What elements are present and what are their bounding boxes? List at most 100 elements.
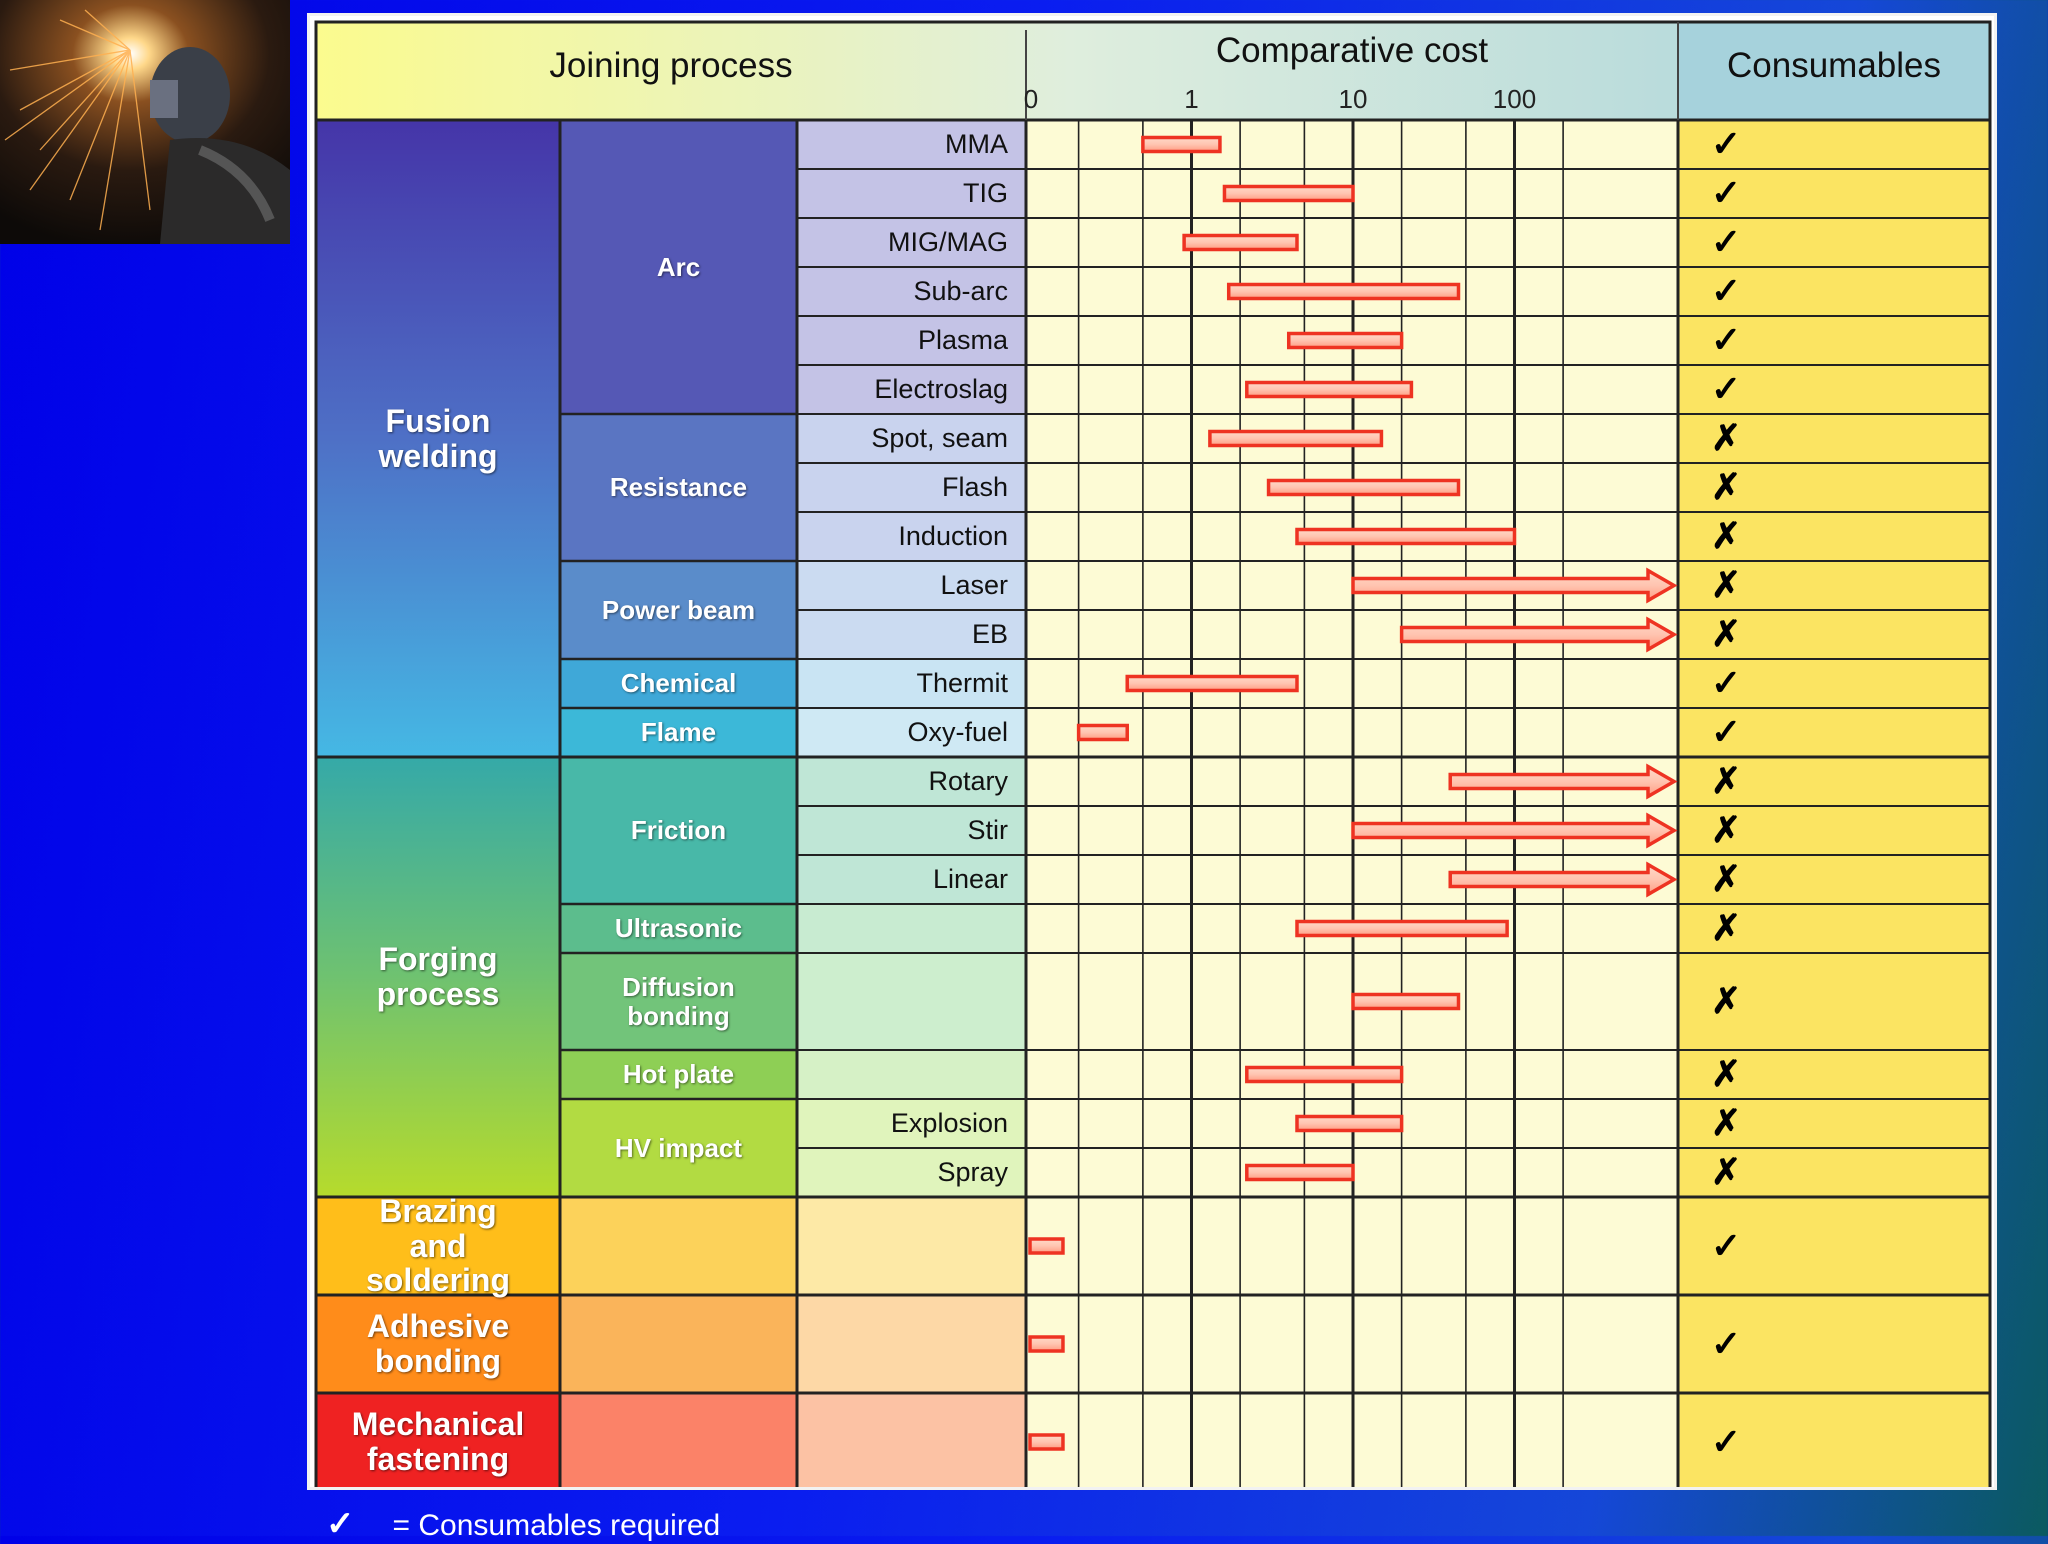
process-cell-bg [797, 904, 1026, 953]
subgroup-label: Friction [630, 815, 727, 846]
legend: ✓ = Consumables required [326, 1504, 720, 1544]
check-icon: ✓ [1711, 319, 1742, 361]
subgroup-label: Arc [656, 251, 701, 282]
subgroup-cell [560, 659, 797, 708]
process-label: Rotary [928, 765, 1008, 796]
cost-range-bar [1222, 184, 1355, 203]
group-cell [316, 120, 560, 757]
cost-range-bar [1351, 992, 1461, 1011]
check-icon: ✓ [1711, 270, 1742, 312]
cross-icon: ✗ [1711, 1102, 1742, 1144]
cross-icon: ✗ [1711, 1151, 1742, 1193]
subgroup-cell [560, 120, 797, 414]
chart-frame [314, 20, 1992, 1487]
axis-tick-label-top: 100 [1492, 84, 1537, 114]
group-cell [316, 757, 560, 1197]
subgroup-cell [560, 953, 797, 1050]
cost-range-bar [1182, 233, 1299, 252]
chart-grid [314, 20, 1992, 1487]
cross-icon: ✗ [1711, 907, 1742, 949]
cost-range-bar [1245, 1065, 1404, 1084]
subgroup-cell [560, 1295, 797, 1393]
process-label: TIG [963, 177, 1008, 208]
cross-icon: ✗ [1711, 980, 1742, 1022]
group-label: Adhesive bonding [366, 1308, 510, 1379]
legend-text: = Consumables required [392, 1509, 721, 1542]
axis-tick-label-top: 10 [1338, 84, 1368, 114]
process-label: Flash [941, 471, 1008, 502]
process-cell-bg [797, 953, 1026, 1050]
subgroup-cell [560, 708, 797, 757]
cross-icon: ✗ [1711, 515, 1742, 557]
subgroup-cell [560, 1197, 797, 1295]
consumables-header-bg [1678, 22, 1990, 120]
process-cell-bg [797, 1393, 1026, 1487]
group-cell [316, 1393, 560, 1487]
process-label: Linear [932, 863, 1008, 894]
cost-range-arrow [1351, 567, 1678, 604]
cost-range-arrow [1448, 861, 1678, 898]
axis-tick-label-top: 0 [1023, 84, 1039, 114]
process-cell-bg [797, 1197, 1026, 1295]
cross-icon: ✗ [1711, 1053, 1742, 1095]
cost-range-bar [1028, 1237, 1065, 1255]
cross-icon: ✗ [1711, 858, 1742, 900]
subgroup-cell [560, 757, 797, 904]
comparative-cost-header: Comparative cost [1215, 31, 1489, 70]
subgroup-cell [560, 1393, 797, 1487]
checkmark-icon: ✓ [326, 1505, 355, 1543]
process-label: Spot, seam [871, 422, 1008, 453]
subgroup-label: Hot plate [622, 1059, 735, 1090]
process-cell-bg [797, 1050, 1026, 1099]
check-icon: ✓ [1711, 711, 1742, 753]
process-label: Explosion [890, 1107, 1008, 1138]
welder-photo [0, 0, 290, 244]
process-label: Sub-arc [913, 275, 1008, 306]
group-label: Mechanical fastening [351, 1406, 525, 1477]
process-label: MMA [945, 128, 1008, 159]
check-icon: ✓ [1711, 368, 1742, 410]
cost-range-bar [1245, 380, 1414, 399]
cross-icon: ✗ [1711, 613, 1742, 655]
cost-range-bar [1295, 919, 1509, 938]
group-label: Brazing and soldering [365, 1193, 510, 1299]
process-label: Induction [898, 520, 1008, 551]
cost-range-bar [1125, 674, 1299, 693]
process-cell-bg [797, 659, 1026, 708]
axis-tick-label-top: 1 [1184, 84, 1199, 114]
cost-range-bar [1295, 527, 1517, 546]
check-icon: ✓ [1711, 172, 1742, 214]
process-label: Oxy-fuel [907, 716, 1008, 747]
process-cell-bg [797, 757, 1026, 904]
group-label: Forging process [376, 941, 500, 1012]
cost-range-bar [1266, 478, 1461, 497]
cost-range-bar [1286, 331, 1404, 350]
subgroup-label: Flame [640, 717, 717, 748]
cost-range-bar [1226, 282, 1461, 301]
consumables-header: Consumables [1727, 46, 1941, 85]
subgroup-cell [560, 904, 797, 953]
cross-icon: ✗ [1711, 564, 1742, 606]
check-icon: ✓ [1711, 221, 1742, 263]
group-cell [316, 1197, 560, 1295]
process-cell-bg [797, 414, 1026, 561]
group-label: Fusion welding [378, 402, 498, 474]
consumables-column [1678, 120, 1990, 1487]
cost-range-bar [1295, 1114, 1404, 1133]
cost-range-bar [1245, 1163, 1355, 1182]
cross-icon: ✗ [1711, 466, 1742, 508]
subgroup-cell [560, 414, 797, 561]
subgroup-label: HV impact [614, 1132, 743, 1163]
subgroup-label: Resistance [609, 472, 748, 503]
cross-icon: ✗ [1711, 809, 1742, 851]
subgroup-cell [560, 1099, 797, 1197]
cost-comparison-chart: Fusion welding Forging process Brazing and… [307, 13, 1997, 1490]
joining-process-header: Joining process [549, 46, 793, 85]
check-icon: ✓ [1711, 662, 1742, 704]
cost-range-bar [1208, 429, 1384, 448]
process-label: Stir [967, 814, 1009, 845]
cost-range-bar [1141, 135, 1222, 154]
process-label: Plasma [917, 324, 1008, 355]
check-icon: ✓ [1711, 1224, 1742, 1266]
cross-icon: ✗ [1711, 417, 1742, 459]
